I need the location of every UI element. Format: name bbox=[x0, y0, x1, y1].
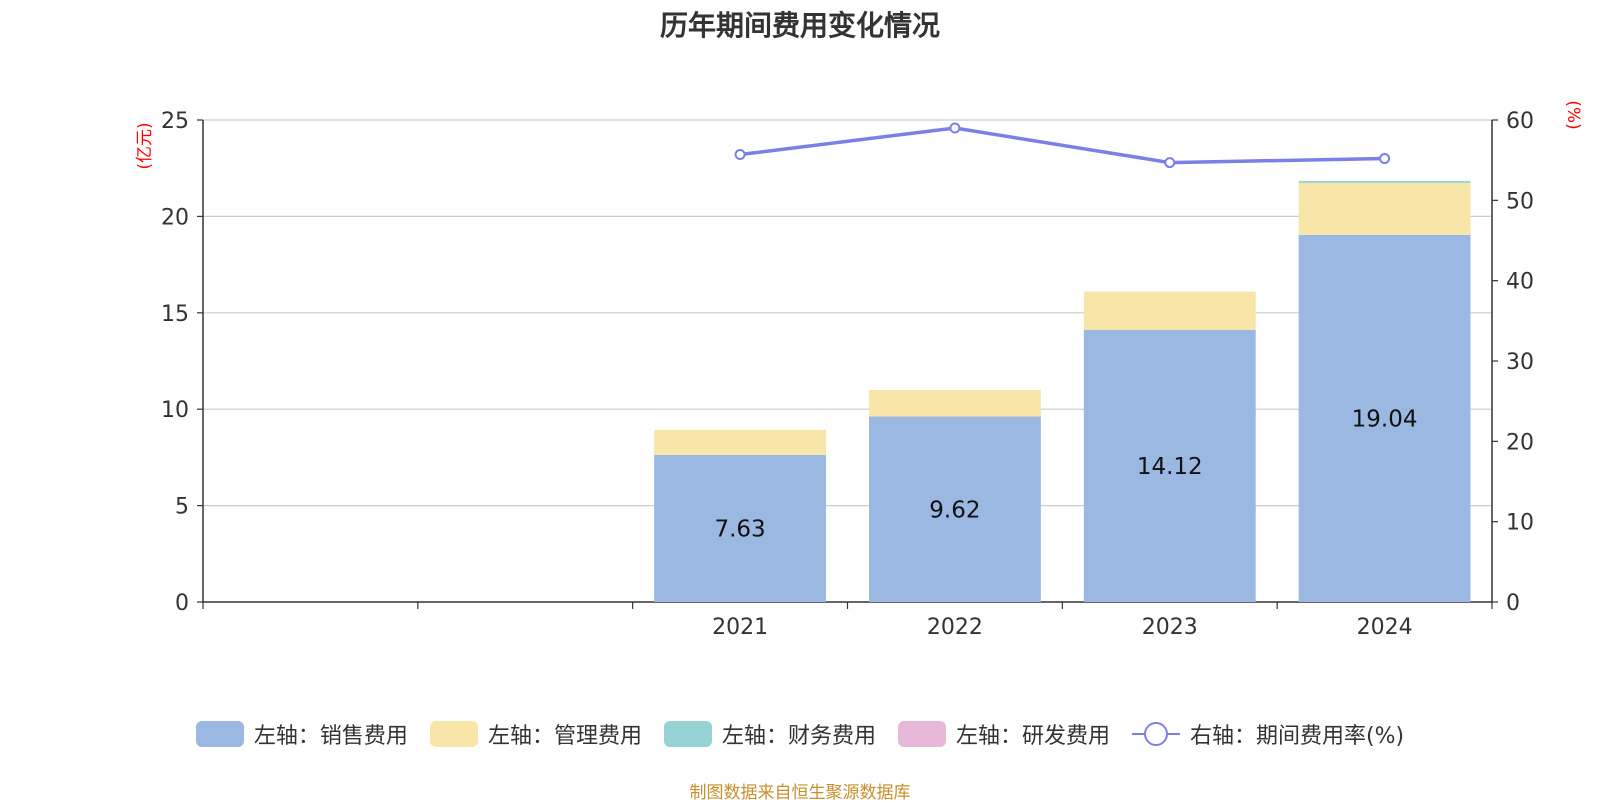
left-tick-label: 25 bbox=[161, 109, 189, 134]
legend-swatch-expense-rate bbox=[1131, 721, 1180, 747]
right-tick-label: 30 bbox=[1506, 350, 1534, 375]
x-tick-label: 2024 bbox=[1357, 615, 1413, 640]
left-tick-label: 0 bbox=[175, 591, 189, 616]
right-tick-label: 20 bbox=[1506, 430, 1534, 455]
bar-segment bbox=[1298, 182, 1471, 235]
expense-rate-point bbox=[949, 122, 961, 134]
legend-item-sales[interactable]: 左轴：销售费用 bbox=[195, 718, 408, 750]
legend-item-finance[interactable]: 左轴：财务费用 bbox=[663, 718, 876, 750]
legend-label-rnd: 左轴：研发费用 bbox=[955, 724, 1110, 749]
right-tick-label: 50 bbox=[1506, 189, 1534, 214]
left-tick-label: 10 bbox=[161, 398, 189, 423]
legend-label-finance: 左轴：财务费用 bbox=[721, 724, 876, 749]
bar-segment bbox=[1083, 291, 1256, 330]
expense-rate-point bbox=[734, 149, 746, 161]
right-tick-label: 40 bbox=[1506, 270, 1534, 295]
legend-item-rnd[interactable]: 左轴：研发费用 bbox=[897, 718, 1110, 750]
chart-title: 历年期间费用变化情况 bbox=[659, 9, 940, 42]
right-axis-unit-label: (%) bbox=[1563, 100, 1583, 129]
bar-data-label: 19.04 bbox=[1352, 406, 1418, 432]
legend-item-admin[interactable]: 左轴：管理费用 bbox=[429, 718, 642, 750]
left-tick-label: 5 bbox=[175, 495, 189, 520]
bar-segment bbox=[654, 429, 827, 455]
x-tick-label: 2023 bbox=[1142, 615, 1198, 640]
expense-rate-line bbox=[739, 126, 1385, 165]
expense-rate-point bbox=[1164, 157, 1176, 169]
legend-swatch-sales bbox=[195, 721, 244, 747]
bar-data-label: 14.12 bbox=[1137, 454, 1203, 480]
legend-swatch-rnd bbox=[897, 721, 946, 747]
right-tick-label: 60 bbox=[1506, 109, 1534, 134]
legend-label-admin: 左轴：管理费用 bbox=[487, 724, 642, 749]
left-tick-label: 15 bbox=[161, 302, 189, 327]
right-tick-label: 0 bbox=[1506, 591, 1520, 616]
bar-segment bbox=[1083, 329, 1256, 602]
x-tick-label: 2022 bbox=[927, 615, 983, 640]
legend-label-sales: 左轴：销售费用 bbox=[253, 724, 408, 749]
legend-swatch-admin bbox=[429, 721, 478, 747]
legend-label-expense-rate: 右轴：期间费用率(%) bbox=[1189, 724, 1405, 749]
bar-segment bbox=[868, 416, 1041, 602]
legend-item-expense-rate[interactable]: 右轴：期间费用率(%) bbox=[1131, 718, 1405, 750]
data-source-note: 制图数据来自恒生聚源数据库 bbox=[689, 783, 911, 803]
bar-segment bbox=[1298, 180, 1471, 183]
right-tick-label: 10 bbox=[1506, 511, 1534, 536]
bar-segment bbox=[868, 389, 1041, 417]
x-tick-label: 2021 bbox=[712, 615, 768, 640]
left-tick-label: 20 bbox=[161, 205, 189, 230]
expense-rate-point bbox=[1379, 153, 1391, 165]
legend-swatch-finance bbox=[663, 721, 712, 747]
bar-data-label: 7.63 bbox=[714, 516, 765, 542]
legend: 左轴：销售费用 左轴：管理费用 左轴：财务费用 左轴：研发费用 右轴：期间费用率… bbox=[0, 718, 1600, 750]
bar-segment bbox=[1298, 234, 1471, 602]
bar-segment bbox=[654, 454, 827, 602]
bar-data-label: 9.62 bbox=[929, 497, 980, 523]
left-axis-unit-label: (亿元) bbox=[135, 122, 155, 169]
